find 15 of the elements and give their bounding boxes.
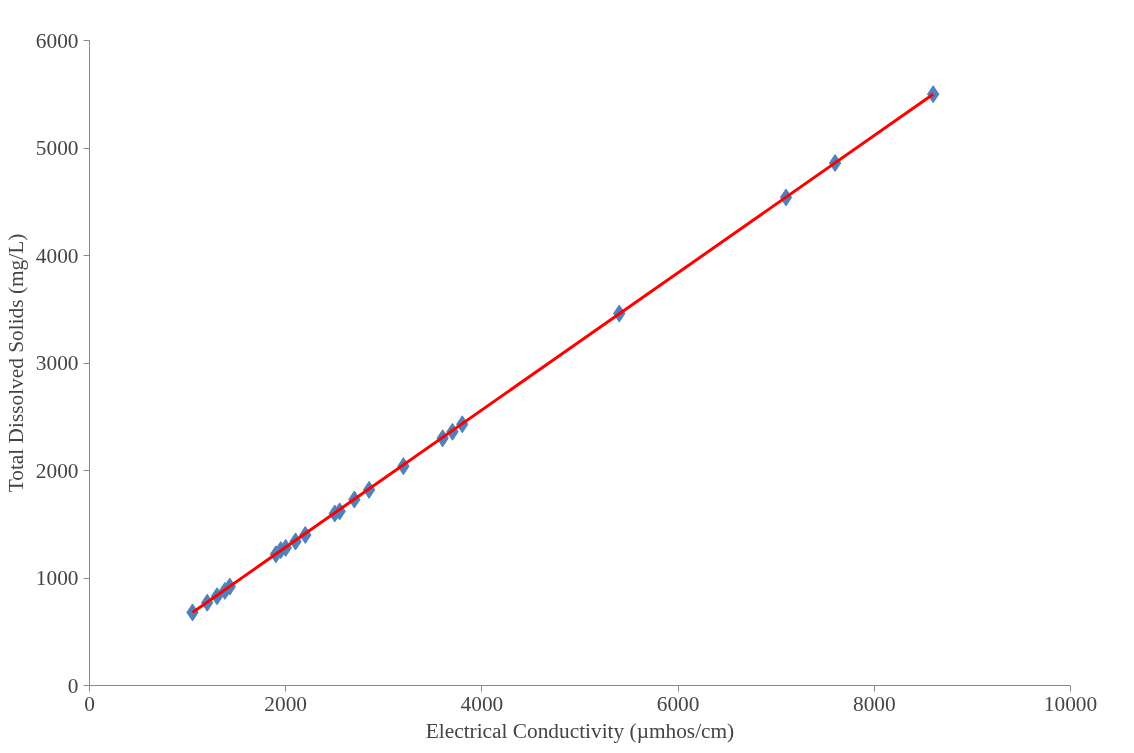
x-tick-label: 0: [84, 691, 95, 716]
x-tick-label: 2000: [264, 691, 308, 716]
y-tick-label: 5000: [35, 136, 79, 160]
y-tick-label: 0: [67, 673, 79, 698]
x-tick-label: 8000: [852, 691, 896, 716]
y-tick-label: 2000: [35, 458, 79, 483]
x-tick-label: 10000: [1043, 691, 1098, 716]
x-tick-label: 6000: [656, 691, 700, 716]
y-tick-label: 6000: [35, 28, 79, 53]
y-tick-label: 1000: [35, 566, 79, 590]
x-axis-title: Electrical Conductivity (µmhos/cm): [425, 718, 735, 743]
x-tick-label: 4000: [460, 691, 504, 716]
y-tick-label: 3000: [35, 351, 79, 375]
y-axis-title: Total Dissolved Solids (mg/L): [3, 233, 28, 493]
y-tick-label: 4000: [35, 243, 79, 268]
